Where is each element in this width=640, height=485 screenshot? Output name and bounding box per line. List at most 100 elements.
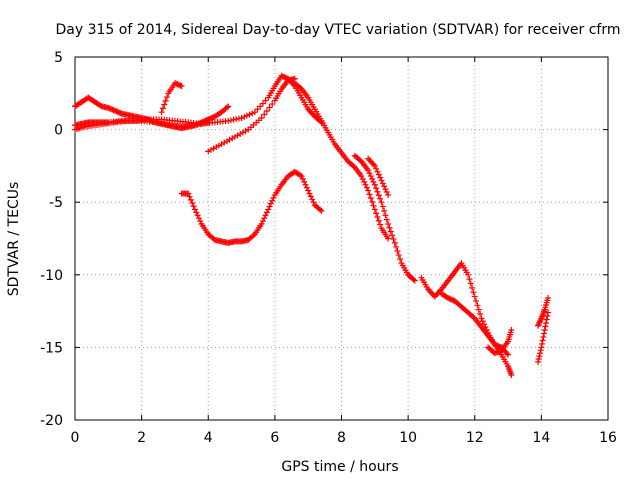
data-point	[366, 191, 373, 198]
series-arc-6	[291, 80, 392, 242]
data-point	[395, 252, 402, 259]
data-point	[362, 181, 369, 188]
data-point	[297, 84, 304, 91]
data-point	[310, 199, 317, 206]
data-point	[302, 181, 309, 188]
data-point	[508, 371, 515, 378]
data-point	[299, 175, 306, 182]
data-point	[317, 206, 324, 213]
data-point	[266, 104, 273, 111]
data-point	[194, 212, 201, 219]
y-tick-label: -15	[40, 340, 63, 356]
data-point	[537, 350, 544, 357]
data-point	[190, 203, 197, 210]
y-tick-label: 5	[54, 50, 63, 66]
data-point	[390, 236, 397, 243]
data-point	[543, 320, 550, 327]
data-point	[359, 175, 366, 182]
data-point	[363, 184, 370, 191]
data-point	[193, 209, 200, 216]
chart-title: Day 315 of 2014, Sidereal Day-to-day VTE…	[56, 22, 621, 38]
data-point	[250, 232, 257, 239]
data-point	[377, 221, 384, 228]
series-arc-11	[438, 290, 515, 378]
data-point	[541, 326, 548, 333]
data-point	[243, 112, 250, 119]
data-point	[382, 186, 389, 193]
x-tick-label: 16	[599, 430, 617, 446]
data-point	[543, 316, 550, 323]
data-point	[481, 321, 488, 328]
data-point	[470, 289, 477, 296]
data-point	[389, 232, 396, 239]
series-arc-9	[365, 155, 392, 198]
data-point	[191, 206, 198, 213]
data-point	[361, 178, 368, 185]
x-tick-label: 14	[532, 430, 550, 446]
data-point	[383, 216, 390, 223]
data-point	[474, 302, 481, 309]
data-point	[297, 172, 304, 179]
data-point	[367, 195, 374, 202]
y-tick-label: -10	[40, 268, 63, 284]
data-point	[97, 102, 104, 109]
data-point	[161, 101, 168, 108]
data-point	[195, 215, 202, 222]
data-point	[369, 198, 376, 205]
x-tick-label: 4	[204, 430, 213, 446]
x-tick-label: 6	[270, 430, 279, 446]
data-point	[371, 206, 378, 213]
data-point	[477, 311, 484, 318]
data-point	[508, 326, 515, 333]
data-point	[385, 220, 392, 227]
data-point	[469, 284, 476, 291]
data-point	[385, 235, 392, 242]
series-arc-12	[485, 326, 515, 357]
data-point	[261, 215, 268, 222]
data-point	[357, 157, 364, 164]
data-point	[479, 318, 486, 325]
data-point	[298, 173, 305, 180]
data-point	[375, 171, 382, 178]
data-point	[306, 190, 313, 197]
data-point	[375, 217, 382, 224]
data-point	[374, 168, 381, 175]
series-arc-14	[535, 295, 552, 329]
data-series	[72, 72, 552, 378]
data-point	[370, 178, 377, 185]
data-point	[505, 351, 512, 358]
x-tick-label: 10	[399, 430, 417, 446]
data-point	[241, 113, 248, 120]
data-point	[254, 106, 261, 113]
data-point	[544, 313, 551, 320]
data-point	[261, 111, 268, 118]
data-point	[249, 110, 256, 117]
data-point	[471, 293, 478, 300]
data-point	[381, 207, 388, 214]
data-point	[385, 191, 392, 198]
data-point	[545, 295, 552, 302]
data-point	[197, 218, 204, 225]
data-point	[307, 193, 314, 200]
data-point	[259, 218, 266, 225]
series-arc-3	[72, 117, 212, 133]
series-arc-5	[205, 75, 298, 155]
data-point	[386, 224, 393, 231]
data-point	[540, 333, 547, 340]
data-point	[358, 173, 365, 180]
data-point	[187, 196, 194, 203]
data-point	[411, 277, 418, 284]
data-point	[373, 165, 380, 172]
x-tick-label: 0	[71, 430, 80, 446]
data-point	[465, 271, 472, 278]
data-point	[538, 344, 545, 351]
data-point	[393, 243, 400, 250]
y-tick-label: -20	[40, 413, 63, 429]
data-point	[467, 280, 474, 287]
data-point	[185, 190, 192, 197]
data-point	[370, 202, 377, 209]
data-point	[162, 97, 169, 104]
data-point	[382, 212, 389, 219]
data-point	[189, 200, 196, 207]
